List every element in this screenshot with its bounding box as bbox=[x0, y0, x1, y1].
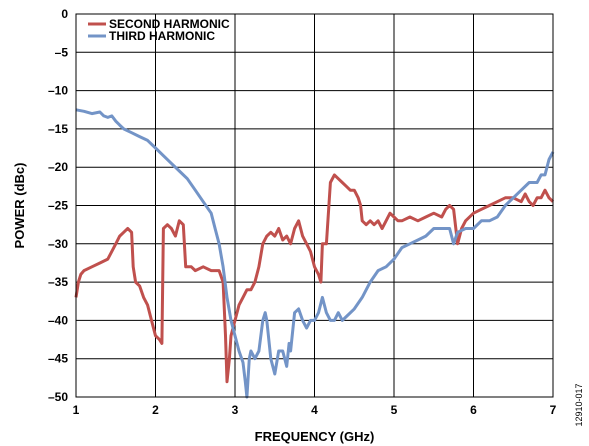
legend-label-third-harmonic: THIRD HARMONIC bbox=[109, 29, 215, 43]
y-tick-label: –10 bbox=[48, 84, 68, 98]
x-tick-label: 7 bbox=[550, 403, 557, 417]
y-tick-label: –30 bbox=[48, 237, 68, 251]
x-tick-label: 1 bbox=[73, 403, 80, 417]
series-line-third-harmonic bbox=[75, 108, 555, 399]
y-tick-label: –40 bbox=[48, 313, 68, 327]
legend-label-second-harmonic: SECOND HARMONIC bbox=[109, 17, 230, 31]
y-tick-labels: 0 –5 –10 –15 –20 –25 –30 –35 –40 –45 –50 bbox=[48, 7, 68, 404]
grid-lines bbox=[76, 14, 553, 397]
y-tick-label: –15 bbox=[48, 122, 68, 136]
y-tick-label: –5 bbox=[55, 45, 69, 59]
x-tick-label: 3 bbox=[232, 403, 239, 417]
series-lines bbox=[74, 108, 555, 399]
y-tick-label: 0 bbox=[61, 7, 68, 21]
y-tick-label: –35 bbox=[48, 275, 68, 289]
plot-frame bbox=[75, 13, 554, 398]
x-tick-labels: 1 2 3 4 5 6 7 bbox=[73, 403, 557, 417]
x-tick-label: 6 bbox=[470, 403, 477, 417]
y-axis-title: POWER (dBc) bbox=[12, 163, 27, 249]
y-tick-label: –25 bbox=[48, 199, 68, 213]
x-tick-label: 5 bbox=[391, 403, 398, 417]
y-tick-label: –20 bbox=[48, 160, 68, 174]
legend: SECOND HARMONIC THIRD HARMONIC bbox=[88, 17, 230, 43]
x-axis-title: FREQUENCY (GHz) bbox=[255, 429, 375, 444]
y-tick-label: –45 bbox=[48, 352, 68, 366]
y-tick-label: –50 bbox=[48, 390, 68, 404]
x-tick-label: 2 bbox=[152, 403, 159, 417]
series-line-second-harmonic bbox=[74, 173, 555, 384]
figure-id: 12910-017 bbox=[574, 383, 584, 426]
x-tick-label: 4 bbox=[311, 403, 318, 417]
